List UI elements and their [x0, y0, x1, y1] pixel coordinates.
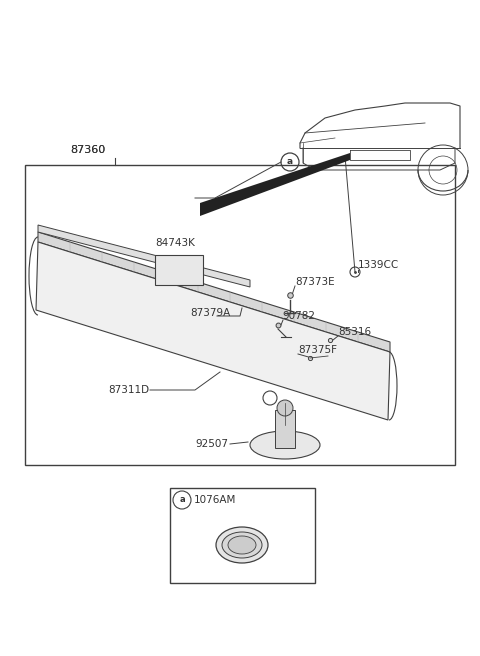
Text: 85316: 85316 [338, 327, 371, 337]
Text: 87379A: 87379A [190, 308, 230, 318]
Text: 87375F: 87375F [298, 345, 337, 355]
Polygon shape [38, 232, 390, 352]
Polygon shape [36, 242, 390, 420]
Ellipse shape [216, 527, 268, 563]
Bar [275, 410, 295, 448]
Text: 87360: 87360 [70, 145, 105, 155]
Ellipse shape [250, 431, 320, 459]
Ellipse shape [222, 532, 262, 558]
Text: 1076AM: 1076AM [194, 495, 236, 505]
Text: 87311D: 87311D [108, 385, 149, 395]
Text: 1339CC: 1339CC [358, 260, 399, 270]
Bar [155, 255, 203, 285]
Polygon shape [38, 225, 250, 287]
Text: 87360: 87360 [70, 145, 105, 155]
Bar [25, 165, 455, 465]
Bar [170, 488, 315, 583]
Text: a: a [179, 495, 185, 504]
Text: 84743K: 84743K [155, 238, 195, 248]
Polygon shape [200, 153, 350, 216]
Ellipse shape [228, 536, 256, 554]
Text: 87373E: 87373E [295, 277, 335, 287]
Text: a: a [287, 157, 293, 167]
Text: 92507: 92507 [195, 439, 228, 449]
Circle shape [277, 400, 293, 416]
Text: 90782: 90782 [282, 311, 315, 321]
